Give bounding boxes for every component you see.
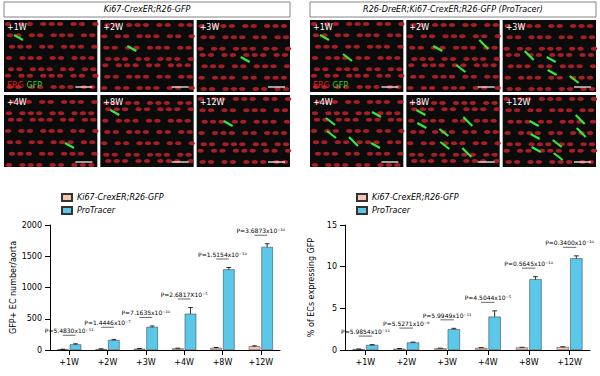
svg-text:P=5.9854x10⁻¹¹: P=5.9854x10⁻¹¹ bbox=[341, 328, 390, 335]
svg-text:P=0.3400x10⁻¹⁰: P=0.3400x10⁻¹⁰ bbox=[545, 239, 594, 246]
svg-text:+2W: +2W bbox=[98, 358, 118, 367]
svg-text:+2W: +2W bbox=[409, 23, 429, 32]
svg-text:+12W: +12W bbox=[248, 358, 273, 367]
svg-text:+2W: +2W bbox=[396, 358, 416, 367]
svg-text:+8W: +8W bbox=[103, 98, 123, 107]
svg-text:15: 15 bbox=[327, 221, 337, 230]
svg-text:+1W: +1W bbox=[7, 23, 27, 32]
svg-text:ERG: ERG bbox=[7, 81, 24, 90]
svg-text:+3W: +3W bbox=[136, 358, 156, 367]
svg-text:P=0.5645x10⁻¹⁰: P=0.5645x10⁻¹⁰ bbox=[504, 260, 553, 267]
svg-text:+4W: +4W bbox=[478, 358, 498, 367]
svg-text:P=5.5271x10⁻⁹: P=5.5271x10⁻⁹ bbox=[383, 320, 430, 327]
svg-text:0: 0 bbox=[37, 346, 42, 355]
svg-text:2000: 2000 bbox=[22, 221, 42, 230]
svg-text:+3W: +3W bbox=[506, 23, 526, 32]
svg-text:+8W: +8W bbox=[409, 98, 429, 107]
svg-text:1000: 1000 bbox=[22, 283, 42, 292]
svg-text:+1W: +1W bbox=[356, 358, 376, 367]
svg-text:500: 500 bbox=[27, 314, 42, 323]
svg-text:P=4.5044x10⁻⁵: P=4.5044x10⁻⁵ bbox=[465, 294, 512, 301]
svg-text:+3W: +3W bbox=[200, 23, 220, 32]
svg-text:GFP: GFP bbox=[333, 81, 349, 90]
svg-text:R26-DreER;Ki67-CrexER;R26-GFP: R26-DreER;Ki67-CrexER;R26-GFP (ProTracer… bbox=[363, 5, 543, 14]
svg-text:P=3.6873x10⁻¹⁰: P=3.6873x10⁻¹⁰ bbox=[236, 227, 285, 234]
svg-text:+3W: +3W bbox=[437, 358, 457, 367]
svg-text:ProTracer: ProTracer bbox=[77, 206, 116, 215]
svg-text:P=1.5154x10⁻¹⁰: P=1.5154x10⁻¹⁰ bbox=[198, 251, 247, 258]
svg-text:Ki67-CrexER;R26-GFP: Ki67-CrexER;R26-GFP bbox=[104, 5, 191, 14]
svg-text:1500: 1500 bbox=[22, 252, 42, 261]
svg-text:% of ECs expressing GFP: % of ECs expressing GFP bbox=[307, 238, 316, 337]
svg-text:P=2.6817X10⁻⁵: P=2.6817X10⁻⁵ bbox=[161, 291, 209, 298]
svg-text:P=5.4830x10⁻¹¹: P=5.4830x10⁻¹¹ bbox=[45, 327, 94, 334]
svg-text:+8W: +8W bbox=[213, 358, 233, 367]
svg-text:P=5.9949x10⁻¹¹: P=5.9949x10⁻¹¹ bbox=[423, 312, 472, 319]
svg-text:GFP: GFP bbox=[27, 81, 43, 90]
svg-text:+4W: +4W bbox=[313, 98, 333, 107]
svg-text:GFP+ EC number/aorta: GFP+ EC number/aorta bbox=[9, 241, 18, 334]
svg-text:Ki67-CrexER;R26-GFP: Ki67-CrexER;R26-GFP bbox=[77, 193, 164, 202]
svg-text:+12W: +12W bbox=[200, 98, 225, 107]
svg-text:+4W: +4W bbox=[7, 98, 27, 107]
svg-text:0: 0 bbox=[332, 346, 337, 355]
svg-text:+12W: +12W bbox=[557, 358, 582, 367]
svg-text:5: 5 bbox=[332, 304, 337, 313]
svg-text:+8W: +8W bbox=[519, 358, 539, 367]
svg-text:Ki67-CrexER;R26-GFP: Ki67-CrexER;R26-GFP bbox=[372, 193, 459, 202]
svg-text:+12W: +12W bbox=[506, 98, 531, 107]
svg-text:P=1.4446x10⁻⁷: P=1.4446x10⁻⁷ bbox=[84, 319, 131, 326]
svg-text:ERG: ERG bbox=[313, 81, 330, 90]
svg-text:+4W: +4W bbox=[174, 358, 194, 367]
svg-text:ProTracer: ProTracer bbox=[372, 206, 411, 215]
svg-text:+2W: +2W bbox=[103, 23, 123, 32]
svg-text:+1W: +1W bbox=[313, 23, 333, 32]
svg-text:+1W: +1W bbox=[59, 358, 79, 367]
svg-text:P=7.1635x10⁻¹⁰: P=7.1635x10⁻¹⁰ bbox=[121, 309, 170, 316]
svg-text:10: 10 bbox=[327, 262, 337, 271]
